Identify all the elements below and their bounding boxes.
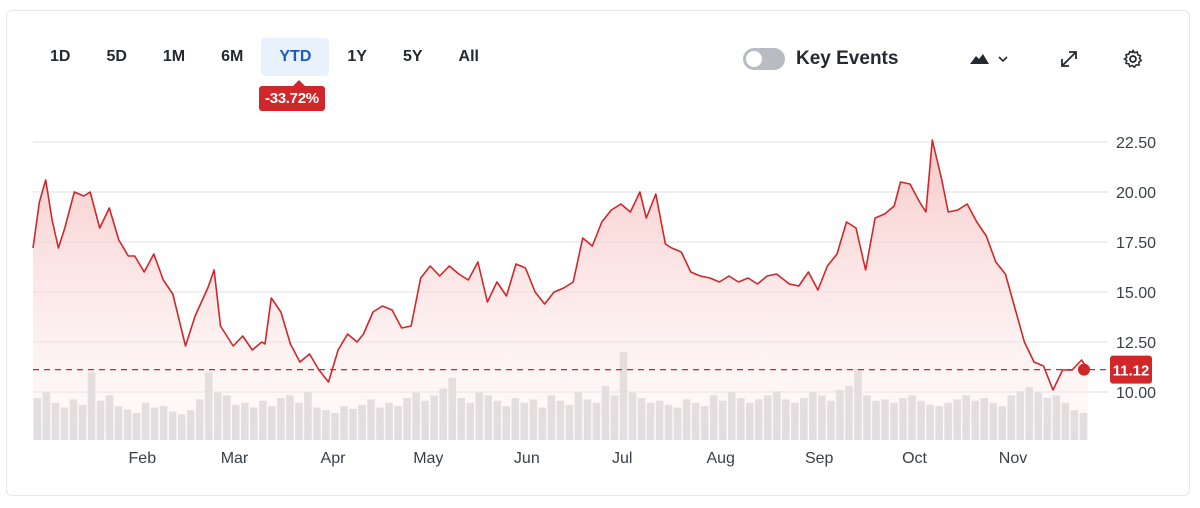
range-button-1d[interactable]: 1D [50, 48, 71, 65]
key-events-label: Key Events [796, 48, 899, 69]
toggle-knob [746, 51, 762, 67]
gear-icon [1123, 49, 1143, 69]
change-badge: -33.72% [259, 80, 325, 111]
expand-button[interactable] [1058, 44, 1080, 74]
range-button-1y[interactable]: 1Y [347, 48, 367, 65]
range-button-ytd[interactable]: YTD [261, 38, 330, 76]
settings-button[interactable] [1122, 44, 1144, 74]
range-button-all[interactable]: All [458, 48, 479, 65]
mountain-chart-icon [970, 54, 1008, 64]
range-button-6m[interactable]: 6M [221, 48, 244, 65]
range-selector: 1D 5D 1M 6M YTD 1Y 5Y All [32, 38, 497, 76]
chart-type-dropdown[interactable] [968, 44, 1008, 74]
range-button-5d[interactable]: 5D [106, 48, 127, 65]
range-button-5y[interactable]: 5Y [402, 48, 423, 65]
chart-card [6, 10, 1190, 496]
key-events-toggle[interactable] [743, 48, 785, 70]
range-button-1m[interactable]: 1M [162, 48, 186, 65]
expand-icon [1061, 51, 1077, 67]
